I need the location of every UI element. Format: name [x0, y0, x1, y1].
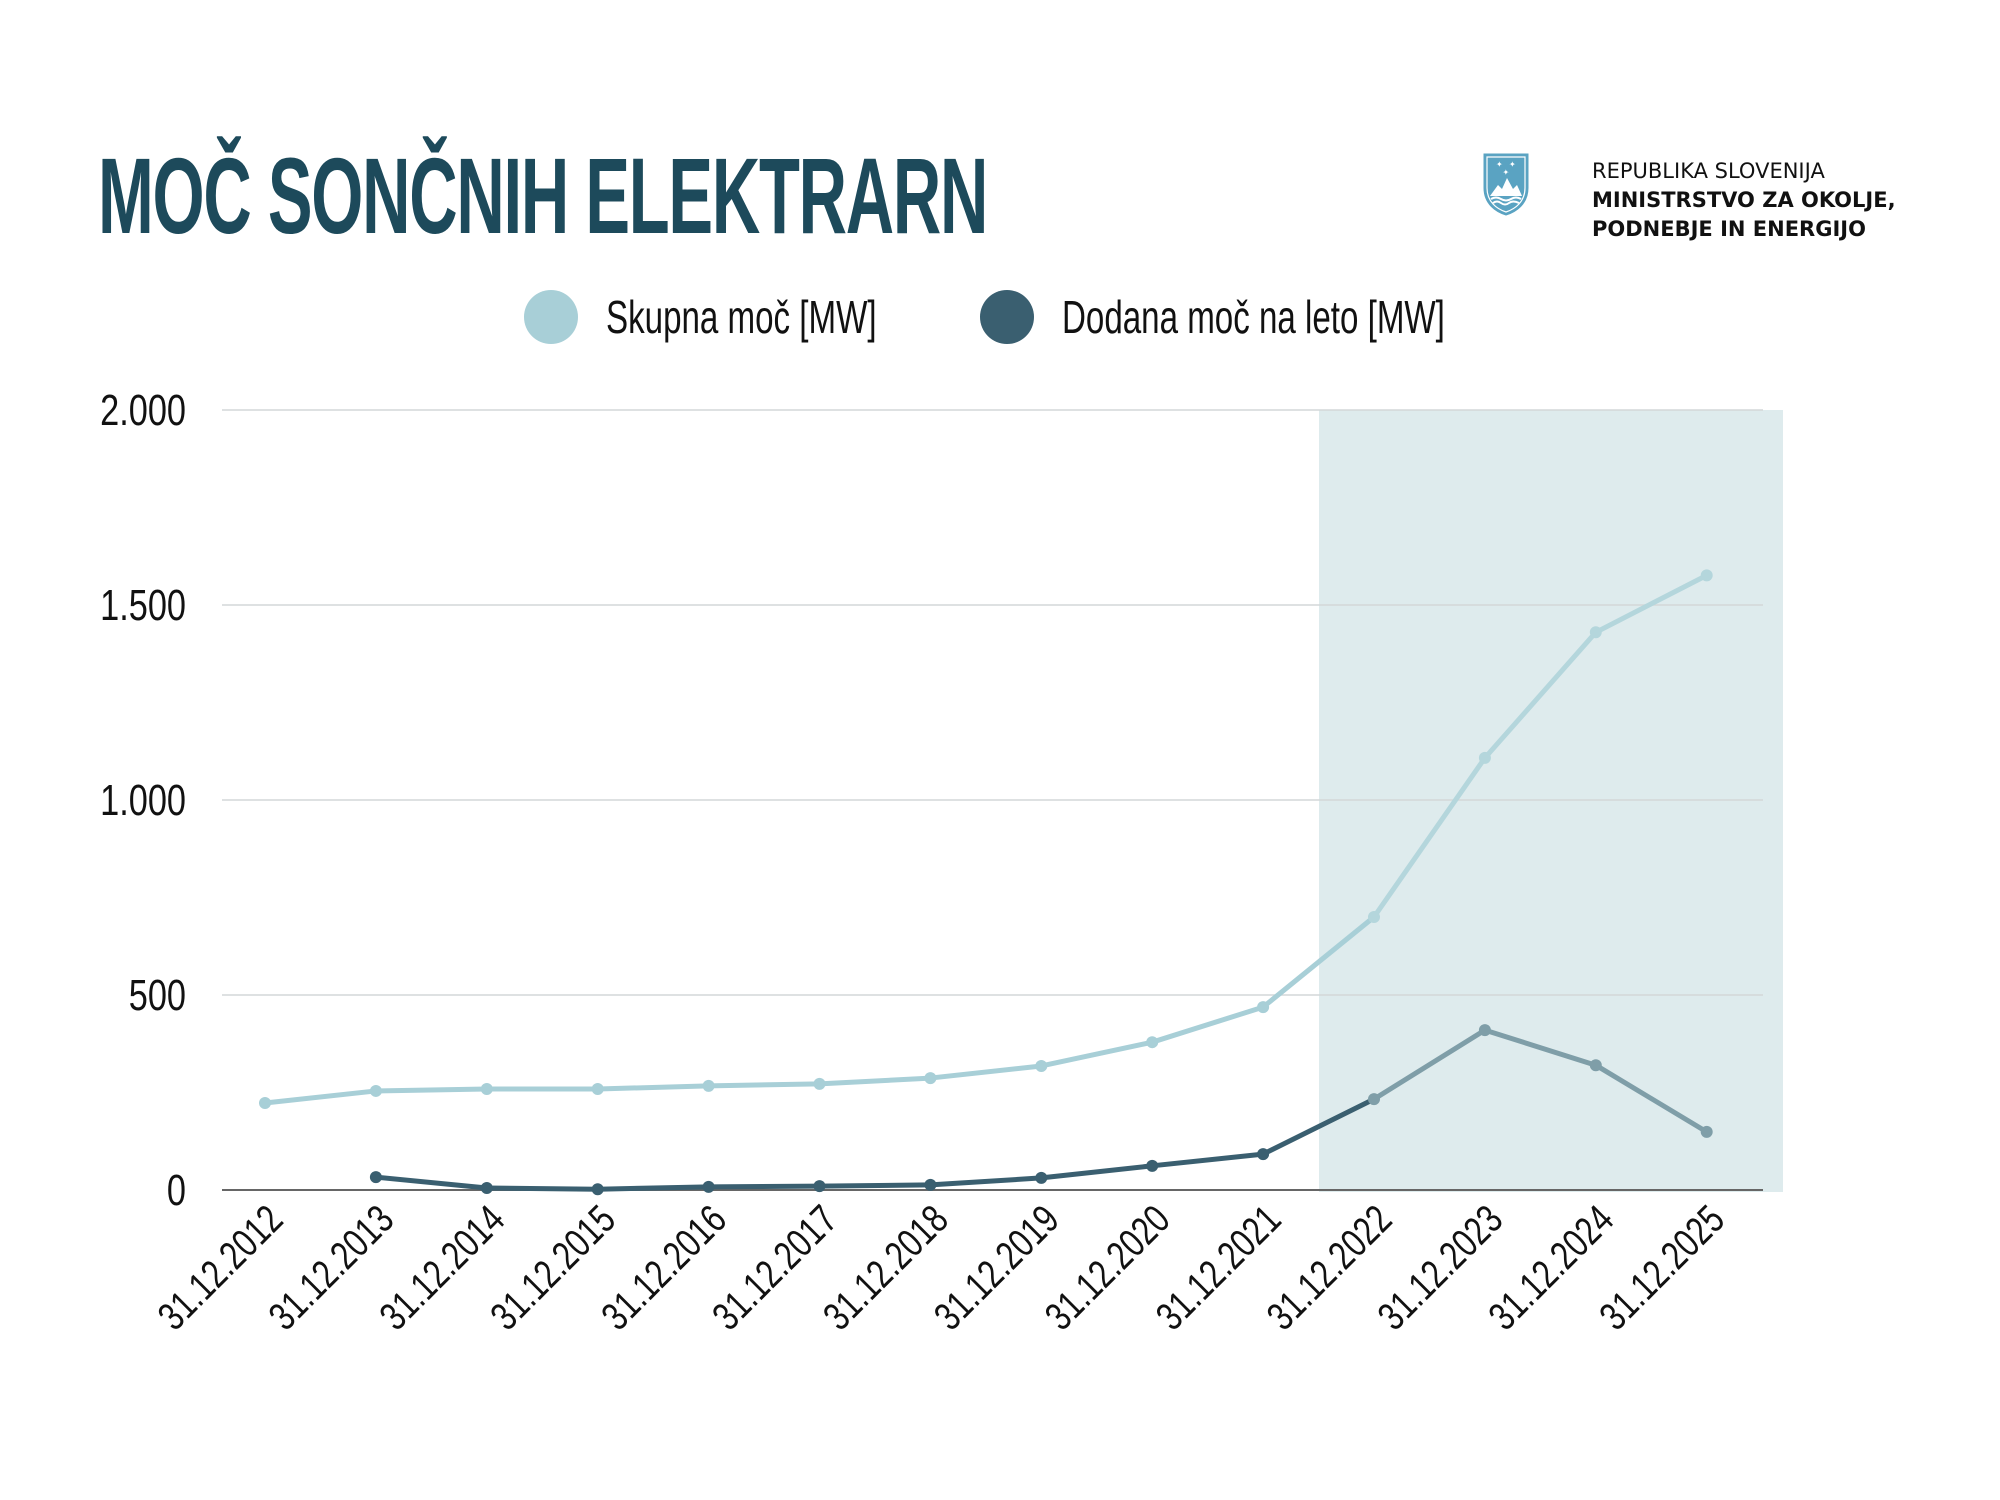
skupna-series-point [1035, 1059, 1048, 1072]
skupna-series-point [591, 1082, 604, 1095]
dodana-series-point [1700, 1125, 1713, 1138]
skupna-series-segment [1371, 755, 1488, 920]
dodana-series-segment [706, 1183, 822, 1190]
dodana-series-point [369, 1171, 382, 1184]
dodana-series-point [702, 1180, 715, 1193]
dodana-series-segment [1149, 1151, 1266, 1169]
dodana-series-segment [1482, 1027, 1599, 1068]
svg-text:✦: ✦ [1503, 168, 1510, 177]
dodana-series-segment [484, 1185, 601, 1192]
y-tick-label: 500 [129, 971, 186, 1020]
dodana-series-segment [373, 1174, 490, 1191]
dodana-series-segment [1260, 1096, 1377, 1157]
dodana-series-segment [1371, 1027, 1488, 1102]
chart-legend: Skupna moč [MW] Dodana moč na leto [MW] [0, 290, 2000, 350]
slovenia-coat-of-arms-icon: ✦ ✦ ✦ [1483, 153, 1529, 216]
legend-swatch-skupna [524, 290, 578, 344]
org-line-1: REPUBLIKA SLOVENIJA [1592, 159, 1825, 183]
skupna-series-point [1478, 751, 1491, 764]
y-tick-label: 1.500 [100, 581, 186, 630]
org-line-3: PODNEBJE IN ENERGIJO [1592, 217, 1866, 241]
legend-label-skupna: Skupna moč [MW] [606, 291, 877, 343]
skupna-series-segment [1482, 629, 1599, 761]
dodana-series-point [480, 1182, 493, 1195]
skupna-series-point [1257, 1001, 1270, 1014]
skupna-series-segment [1260, 914, 1377, 1010]
svg-text:✦: ✦ [1509, 160, 1516, 169]
skupna-series-segment [262, 1088, 379, 1106]
page-title: MOČ SONČNIH ELEKTRARN [98, 135, 988, 256]
legend-label-dodana: Dodana moč na leto [MW] [1062, 291, 1445, 343]
dodana-series-point [1257, 1148, 1270, 1161]
dodana-series-segment [817, 1182, 933, 1189]
skupna-series-point [1700, 569, 1713, 582]
dodana-series-point [813, 1180, 826, 1193]
skupna-series-point [369, 1084, 382, 1097]
legend-item-skupna: Skupna moč [MW] [524, 290, 982, 344]
skupna-series-point [702, 1079, 715, 1092]
ministry-name: REPUBLIKA SLOVENIJA MINISTRSTVO ZA OKOLJ… [1592, 157, 1896, 244]
skupna-series-segment [927, 1063, 1044, 1081]
skupna-series-point [1368, 911, 1380, 923]
projection-shade [1319, 410, 1783, 1192]
skupna-series-point [924, 1072, 937, 1085]
skupna-series-segment [1593, 572, 1710, 635]
skupna-series-segment [817, 1075, 933, 1087]
skupna-series-segment [1149, 1004, 1266, 1045]
y-tick-label: 0 [167, 1166, 186, 1215]
skupna-series-point [480, 1082, 493, 1095]
dodana-series-segment [1038, 1163, 1155, 1181]
x-tick-label: 31.12.2025 [1591, 1197, 1733, 1339]
skupna-series-segment [1038, 1039, 1155, 1069]
skupna-series-point [1146, 1036, 1159, 1049]
svg-text:✦: ✦ [1496, 160, 1503, 169]
dodana-series-point [1035, 1171, 1048, 1184]
dodana-series-point [1368, 1093, 1380, 1106]
skupna-series-point [813, 1077, 826, 1090]
y-tick-label: 2.000 [100, 386, 186, 435]
dodana-series-point [1589, 1059, 1602, 1072]
dodana-series-segment [927, 1175, 1044, 1188]
dodana-series-segment [1593, 1062, 1710, 1135]
skupna-series-point [1589, 626, 1602, 639]
org-line-2: MINISTRSTVO ZA OKOLJE, [1592, 188, 1896, 212]
dodana-series-point [1478, 1024, 1491, 1037]
dodana-series-point [591, 1183, 604, 1196]
legend-item-dodana: Dodana moč na leto [MW] [980, 290, 1594, 344]
y-tick-label: 1.000 [100, 776, 186, 825]
skupna-series-segment [706, 1081, 822, 1089]
skupna-series-segment [595, 1083, 712, 1092]
legend-swatch-dodana [980, 290, 1034, 344]
dodana-series-point [924, 1178, 937, 1191]
skupna-series-segment [373, 1086, 490, 1094]
skupna-series-point [259, 1097, 271, 1110]
dodana-series-segment [595, 1184, 712, 1192]
dodana-series-point [1146, 1159, 1159, 1172]
